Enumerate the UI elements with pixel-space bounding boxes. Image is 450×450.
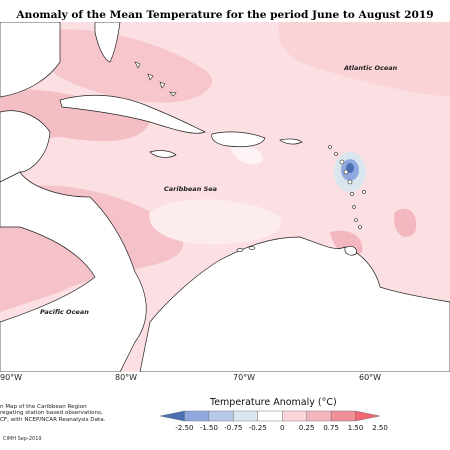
legend-tick-label: 1.50 [347,424,364,432]
ocean-label-atlantic: Atlantic Ocean [344,64,398,72]
land-puerto-rico [279,138,303,145]
longitude-label: 70°W [233,373,256,382]
anomaly-patch-cool [346,163,354,173]
legend-swatch [184,410,210,422]
longitude-label: 90°W [0,373,23,382]
anomaly-map: Atlantic Ocean Caribbean Sea Pacific Oce… [0,22,450,372]
legend-tick-label: 2.50 [372,424,388,432]
legend-tick-label: -0.25 [248,424,267,432]
legend-tick-label: -2.50 [175,424,194,432]
legend-tick-label: 0.75 [323,424,339,432]
anomaly-patch-warm [278,22,450,97]
legend-swatch [355,410,381,422]
anomaly-patch-neutral [230,145,263,165]
land-central-america [0,171,147,372]
land-abc-islands [236,246,256,252]
legend-swatch [159,410,185,422]
legend-swatch [306,410,332,422]
note-line: CF, with NCEP/NCAR Reanalysis Data. [0,416,106,423]
legend-swatch [330,410,356,422]
legend-colorbar [159,410,381,422]
longitude-label: 60°W [359,373,382,382]
land-florida [94,22,121,63]
land-hispaniola [211,131,266,148]
anomaly-patch-neutral [149,199,282,245]
legend-swatch [282,410,307,422]
data-source-note: n Map of the Caribbean Region regating s… [0,404,150,423]
ocean-label-pacific: Pacific Ocean [40,308,89,316]
land-trinidad [344,246,357,256]
note-line: regating station based observations, [0,410,103,417]
land-south-america [139,236,450,372]
legend-tick-label: 0.25 [298,424,315,432]
land-jamaica [149,150,177,158]
legend-title: Temperature Anomaly (°C) [210,397,337,408]
legend-swatch [233,410,258,422]
land-cuba [59,94,206,134]
land-lesser-antilles [328,145,366,229]
legend-swatch [257,410,283,422]
land-bahamas [134,61,177,97]
map-title: Anomaly of the Mean Temperature for the … [16,9,434,21]
land-central-america [0,22,61,183]
longitude-label: 80°W [115,373,138,382]
copyright-text: CIMH Sep-2019 [3,436,42,442]
anomaly-patch-warm [40,29,212,103]
anomaly-patch-warm [394,208,417,237]
legend-swatch [208,410,234,422]
note-line: n Map of the Caribbean Region [0,404,87,410]
legend-tick-label: -1.50 [199,424,218,432]
legend-tick-label: -0.75 [224,424,243,432]
legend-tick-label: 0 [279,424,285,432]
ocean-label-caribbean: Caribbean Sea [164,185,218,193]
